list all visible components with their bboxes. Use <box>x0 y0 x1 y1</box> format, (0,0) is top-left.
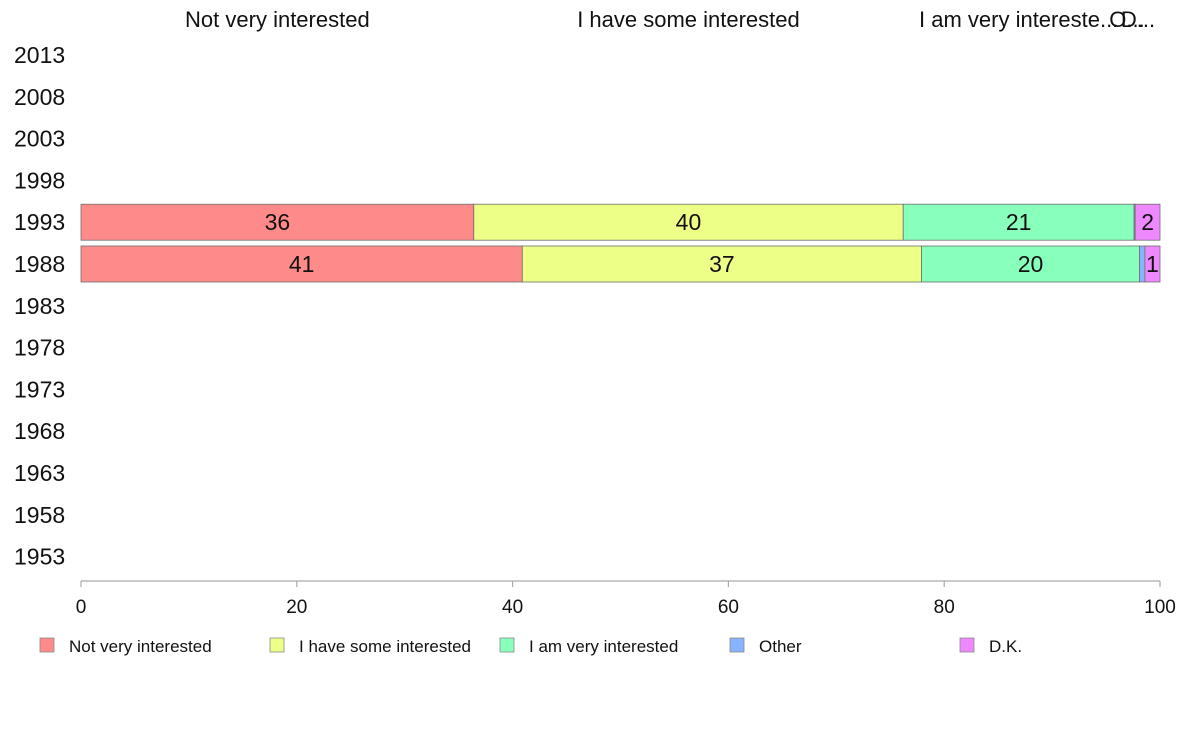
legend-swatch-2 <box>499 637 515 653</box>
x-tick-label-20: 20 <box>286 597 307 618</box>
top-label-1: I have some interested <box>577 7 800 32</box>
data-label-1988-0: 41 <box>289 251 315 277</box>
x-tick-label-40: 40 <box>502 597 523 618</box>
bar-segment-1993-4 <box>1134 203 1161 241</box>
x-tick-label-100: 100 <box>1144 597 1176 618</box>
x-axis: 0 20 40 60 80 100 <box>76 580 1176 618</box>
data-label-1993-1: 40 <box>676 209 702 235</box>
y-tick-label-1998: 1998 <box>14 167 65 193</box>
x-tick-label-80: 80 <box>934 597 955 618</box>
data-label-1993-4: 2 <box>1141 209 1154 235</box>
y-tick-label-1953: 1953 <box>14 544 65 570</box>
column-header-labels: Not very interested I have some intereste… <box>185 7 1155 32</box>
y-tick-label-2008: 2008 <box>14 84 65 110</box>
bar-segment-1988-4 <box>1144 245 1161 283</box>
y-tick-label-1978: 1978 <box>14 335 65 361</box>
legend-label-3: Other <box>759 637 802 656</box>
x-tick-label-60: 60 <box>718 597 739 618</box>
top-label-0: Not very interested <box>185 7 370 32</box>
bar-segment-1988-1 <box>521 245 922 283</box>
y-axis-tick-labels: 2013 2008 2003 1998 1993 1988 1983 1978 1973 1968… <box>14 42 65 570</box>
top-label-3: O... <box>1109 7 1144 32</box>
legend-swatch-0 <box>39 637 55 653</box>
y-tick-label-2003: 2003 <box>14 126 65 152</box>
data-label-1988-2: 20 <box>1018 251 1044 277</box>
x-tick-label-0: 0 <box>76 597 87 618</box>
bar-segment-1993-2 <box>902 203 1135 241</box>
data-label-1988-4: 1 <box>1146 251 1159 277</box>
y-tick-label-1958: 1958 <box>14 502 65 528</box>
bars: 36 40 21 2 41 37 20 1 <box>80 203 1161 283</box>
y-tick-label-1988: 1988 <box>14 251 65 277</box>
y-tick-label-1993: 1993 <box>14 209 65 235</box>
bar-segment-1988-2 <box>921 245 1140 283</box>
top-label-2: I am very intereste... <box>919 7 1118 32</box>
legend-label-0: Not very interested <box>69 637 212 656</box>
y-tick-label-1983: 1983 <box>14 293 65 319</box>
legend-label-1: I have some interested <box>299 637 471 656</box>
y-tick-label-2013: 2013 <box>14 42 65 68</box>
top-label-4: D... <box>1121 7 1155 32</box>
legend-swatch-4 <box>959 637 975 653</box>
y-tick-label-1973: 1973 <box>14 376 65 402</box>
legend-label-2: I am very interested <box>529 637 678 656</box>
bar-segment-1993-1 <box>473 203 904 241</box>
bar-segment-1988-0 <box>80 245 523 283</box>
data-label-1993-2: 21 <box>1006 209 1032 235</box>
data-label-1988-1: 37 <box>709 251 735 277</box>
legend-label-4: D.K. <box>989 637 1022 656</box>
legend: Not very interested I have some intereste… <box>39 637 1022 656</box>
data-label-1993-0: 36 <box>265 209 291 235</box>
bar-segment-1993-0 <box>80 203 475 241</box>
legend-swatch-3 <box>729 637 745 653</box>
bar-segment-1988-3 <box>1139 245 1146 283</box>
legend-swatch-1 <box>269 637 285 653</box>
y-tick-label-1968: 1968 <box>14 418 65 444</box>
y-tick-label-1963: 1963 <box>14 460 65 486</box>
